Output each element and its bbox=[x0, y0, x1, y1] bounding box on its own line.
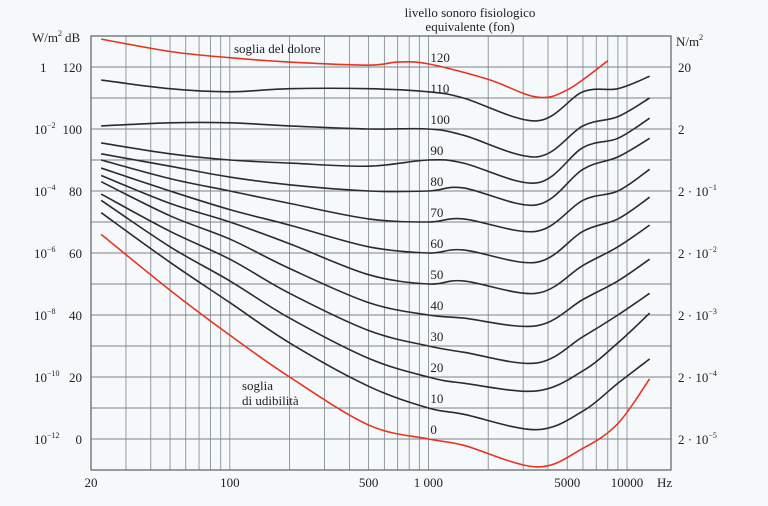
tick-base: 10 bbox=[34, 308, 47, 323]
phon-label-30: 30 bbox=[430, 329, 443, 344]
isophone-curve-80 bbox=[101, 137, 651, 207]
chart-title-line: livello sonoro fisiologico bbox=[405, 5, 536, 20]
x-axis-unit: Hz bbox=[657, 475, 672, 490]
tick-base: 2 · 10 bbox=[678, 308, 708, 323]
tick-exponent: −8 bbox=[47, 307, 56, 316]
pressure-tick-label: 2 · 10−4 bbox=[678, 369, 717, 385]
tick-exponent: −3 bbox=[708, 307, 717, 316]
phon-label-120: 120 bbox=[430, 50, 450, 65]
isophone-curve-20 bbox=[100, 199, 651, 393]
phon-label-50: 50 bbox=[430, 267, 443, 282]
tick-base: 10 bbox=[34, 246, 47, 261]
isophone-curve-10 bbox=[100, 212, 651, 431]
intensity-tick-label: 10−4 bbox=[34, 183, 56, 199]
intensity-tick-label: 10−10 bbox=[34, 369, 60, 385]
db-tick-label: 120 bbox=[63, 60, 83, 75]
isophone-curve-90 bbox=[101, 117, 651, 184]
tick-exponent: −4 bbox=[708, 369, 717, 378]
isophone-curve-110 bbox=[101, 75, 650, 122]
tick-exponent: −2 bbox=[708, 245, 717, 254]
plot-frame bbox=[90, 35, 672, 471]
phon-label-60: 60 bbox=[430, 236, 443, 251]
pressure-tick-label: 2 bbox=[678, 122, 685, 137]
phon-label-90: 90 bbox=[430, 143, 443, 158]
isophone-curve-70 bbox=[100, 159, 651, 233]
isophone-curve-0 bbox=[100, 233, 651, 468]
annotation-hearing-threshold: di udibilità bbox=[242, 393, 299, 408]
unit-exponent: 2 bbox=[58, 29, 62, 38]
intensity-tick-label: 10−2 bbox=[34, 121, 56, 137]
tick-exponent: −10 bbox=[47, 369, 60, 378]
tick-exponent: −2 bbox=[47, 121, 56, 130]
db-tick-label: 100 bbox=[63, 122, 83, 137]
x-tick-label: 5000 bbox=[554, 475, 580, 490]
tick-base: 2 · 10 bbox=[678, 432, 708, 447]
tick-base: 1 bbox=[40, 60, 47, 75]
tick-base: 10 bbox=[34, 122, 47, 137]
phon-label-0: 0 bbox=[430, 422, 437, 437]
x-tick-label: 20 bbox=[85, 475, 98, 490]
phon-label-100: 100 bbox=[430, 112, 450, 127]
intensity-tick-label: 1 bbox=[40, 60, 47, 75]
right-axis-unit: N/m2 bbox=[676, 33, 703, 49]
unit-text: W/m bbox=[32, 30, 58, 45]
unit-db: dB bbox=[65, 30, 81, 45]
intensity-tick-label: 10−8 bbox=[34, 307, 56, 323]
phon-label-10: 10 bbox=[430, 391, 443, 406]
x-tick-label: 100 bbox=[220, 475, 240, 490]
left-axis-unit: W/m2 dB bbox=[32, 29, 81, 45]
pressure-tick-label: 20 bbox=[678, 60, 691, 75]
db-tick-label: 0 bbox=[76, 432, 83, 447]
tick-exponent: −5 bbox=[708, 431, 717, 440]
grid bbox=[91, 35, 671, 471]
tick-base: 2 bbox=[678, 122, 685, 137]
unit-exponent: 2 bbox=[699, 33, 703, 42]
isophone-curve-100 bbox=[101, 97, 651, 158]
phon-label-80: 80 bbox=[430, 174, 443, 189]
isophone-curve-50 bbox=[100, 174, 651, 295]
intensity-tick-label: 10−6 bbox=[34, 245, 56, 261]
intensity-tick-label: 10−12 bbox=[34, 431, 60, 447]
tick-base: 10 bbox=[34, 432, 47, 447]
x-tick-label: 10000 bbox=[611, 475, 644, 490]
isophone-curve-60 bbox=[100, 167, 651, 264]
pressure-tick-label: 2 · 10−3 bbox=[678, 307, 717, 323]
isophone-curve-30 bbox=[100, 193, 651, 365]
db-tick-label: 60 bbox=[69, 246, 82, 261]
x-tick-label: 1 000 bbox=[414, 475, 443, 490]
series-group bbox=[100, 38, 651, 468]
annotation-hearing-threshold: soglia bbox=[242, 378, 273, 393]
phon-label-20: 20 bbox=[430, 360, 443, 375]
chart-title-line: equivalente (fon) bbox=[425, 19, 514, 34]
pressure-tick-label: 2 · 10−2 bbox=[678, 245, 717, 261]
db-tick-label: 20 bbox=[69, 370, 82, 385]
tick-base: 2 · 10 bbox=[678, 184, 708, 199]
tick-exponent: −12 bbox=[47, 431, 60, 440]
db-tick-label: 80 bbox=[69, 184, 82, 199]
x-tick-label: 500 bbox=[359, 475, 379, 490]
annotation-pain-threshold: soglia del dolore bbox=[234, 41, 321, 56]
phon-label-40: 40 bbox=[430, 298, 443, 313]
phon-label-70: 70 bbox=[430, 205, 443, 220]
tick-base: 2 · 10 bbox=[678, 246, 708, 261]
db-tick-label: 40 bbox=[69, 308, 82, 323]
tick-exponent: −1 bbox=[708, 183, 717, 192]
pressure-tick-label: 2 · 10−5 bbox=[678, 431, 717, 447]
tick-base: 10 bbox=[34, 184, 47, 199]
unit-text: N/m bbox=[676, 34, 699, 49]
tick-base: 2 · 10 bbox=[678, 370, 708, 385]
isophone-curve-120 bbox=[101, 38, 609, 99]
phon-label-110: 110 bbox=[430, 81, 449, 96]
tick-exponent: −6 bbox=[47, 245, 56, 254]
tick-exponent: −4 bbox=[47, 183, 56, 192]
isophone-curve-40 bbox=[100, 180, 651, 328]
tick-base: 20 bbox=[678, 60, 691, 75]
tick-base: 10 bbox=[34, 370, 47, 385]
pressure-tick-label: 2 · 10−1 bbox=[678, 183, 717, 199]
